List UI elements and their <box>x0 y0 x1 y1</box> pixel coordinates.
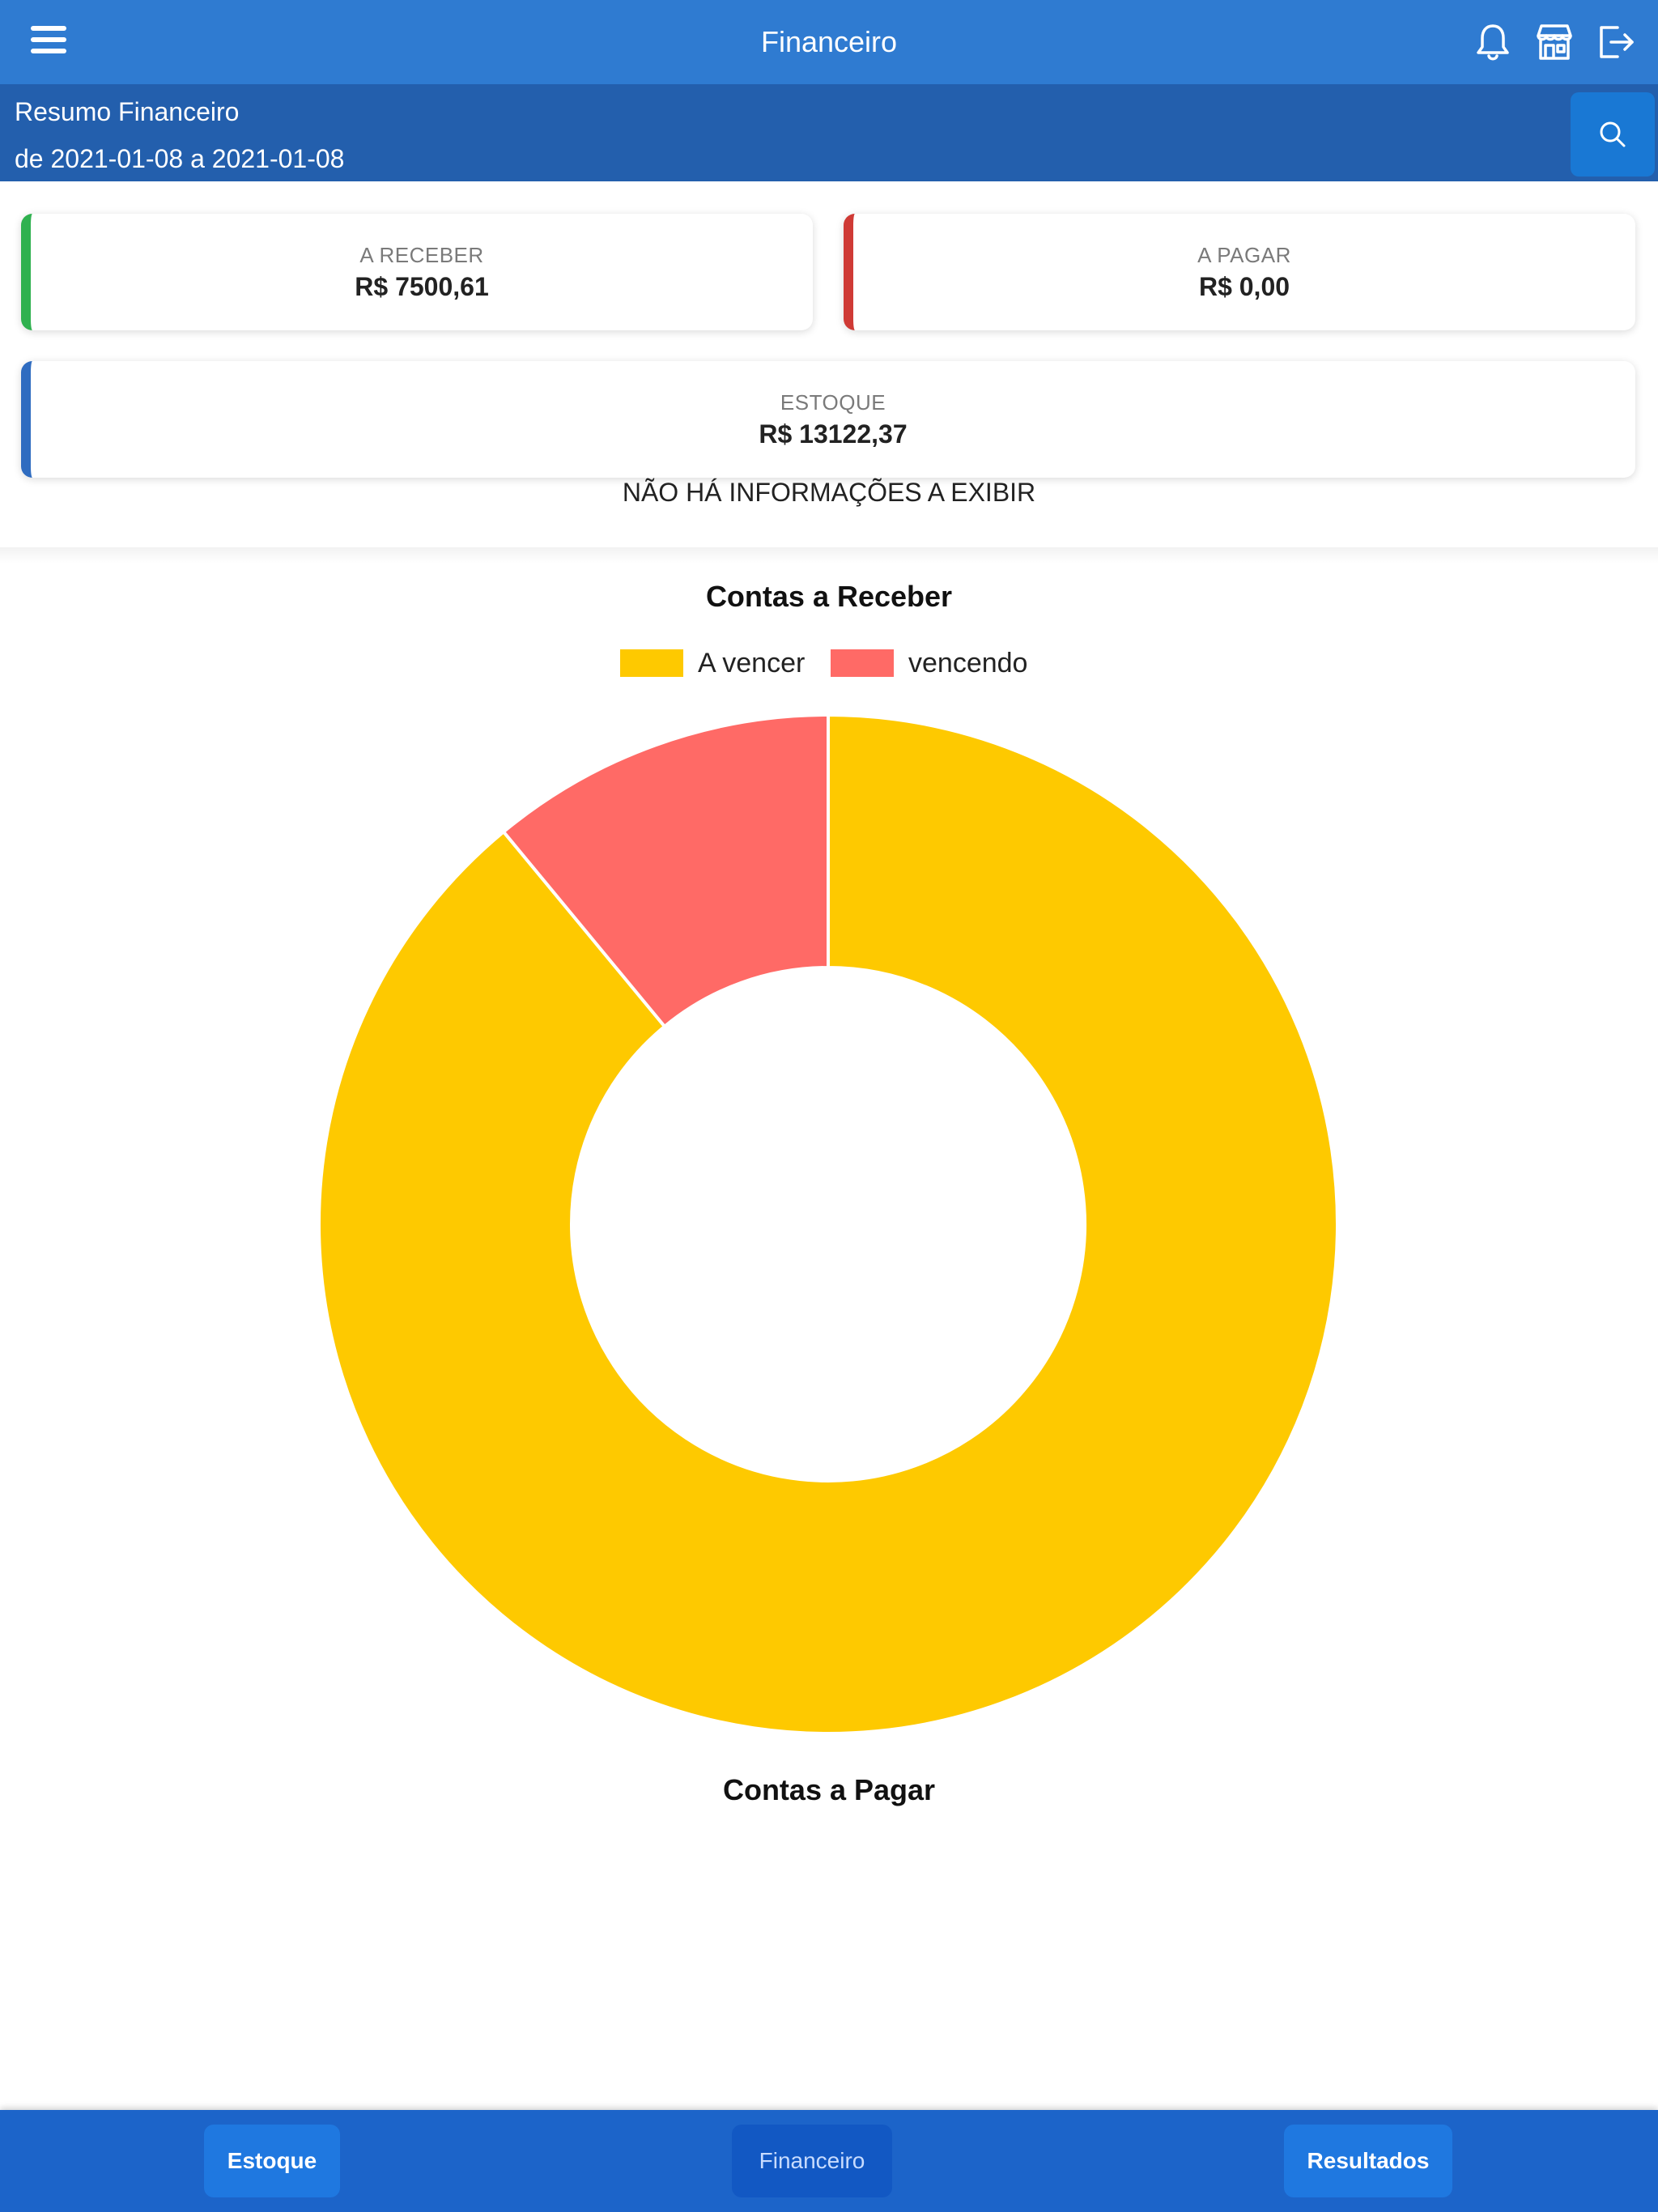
search-icon <box>1600 121 1626 147</box>
store-icon[interactable] <box>1532 19 1577 65</box>
stock-label: ESTOQUE <box>780 390 886 415</box>
legend-swatch-a-vencer <box>620 649 683 677</box>
tab-resultados[interactable]: Resultados <box>1284 2125 1452 2197</box>
payable-value: R$ 0,00 <box>1198 272 1290 301</box>
legend-label-a-vencer: A vencer <box>698 648 806 678</box>
receivable-donut-chart <box>317 713 1339 1735</box>
payable-label: A PAGAR <box>1197 243 1291 267</box>
payable-chart-title: Contas a Pagar <box>722 1773 936 1806</box>
receivable-chart-title: Contas a Receber <box>705 580 953 613</box>
donut-slice-vencendo[interactable] <box>501 713 830 1029</box>
logout-icon[interactable] <box>1593 19 1639 65</box>
receivable-label: A RECEBER <box>359 243 484 267</box>
receivable-card[interactable]: A RECEBER R$ 7500,61 <box>21 214 813 330</box>
donut-slice-a-vencer[interactable] <box>317 713 1339 1735</box>
page-title: Financeiro <box>760 25 898 58</box>
payable-card[interactable]: A PAGAR R$ 0,00 <box>844 214 1635 330</box>
bottom-tab-bar: Estoque Financeiro Resultados <box>0 2110 1658 2212</box>
stock-value: R$ 13122,37 <box>759 419 908 449</box>
legend-swatch-vencendo <box>831 649 894 677</box>
hamburger-menu-icon[interactable] <box>29 23 70 60</box>
legend-item-vencendo[interactable]: vencendo <box>831 648 1041 680</box>
summary-title: Resumo Financeiro <box>15 97 240 126</box>
legend-label-vencendo: vencendo <box>908 648 1028 678</box>
stock-card[interactable]: ESTOQUE R$ 13122,37 <box>21 361 1635 478</box>
app-header: Financeiro <box>0 0 1658 84</box>
receivable-value: R$ 7500,61 <box>355 272 489 301</box>
summary-header: Resumo Financeiro de 2021-01-08 a 2021-0… <box>0 84 1658 181</box>
no-info-message: NÃO HÁ INFORMAÇÕES A EXIBIR <box>622 478 1036 507</box>
summary-period: de 2021-01-08 a 2021-01-08 <box>15 144 345 173</box>
bell-icon[interactable] <box>1470 19 1516 65</box>
section-divider <box>0 547 1658 564</box>
tab-financeiro[interactable]: Financeiro <box>732 2125 892 2197</box>
tab-estoque[interactable]: Estoque <box>204 2125 340 2197</box>
legend-item-a-vencer[interactable]: A vencer <box>620 648 814 680</box>
search-button[interactable] <box>1571 92 1655 177</box>
